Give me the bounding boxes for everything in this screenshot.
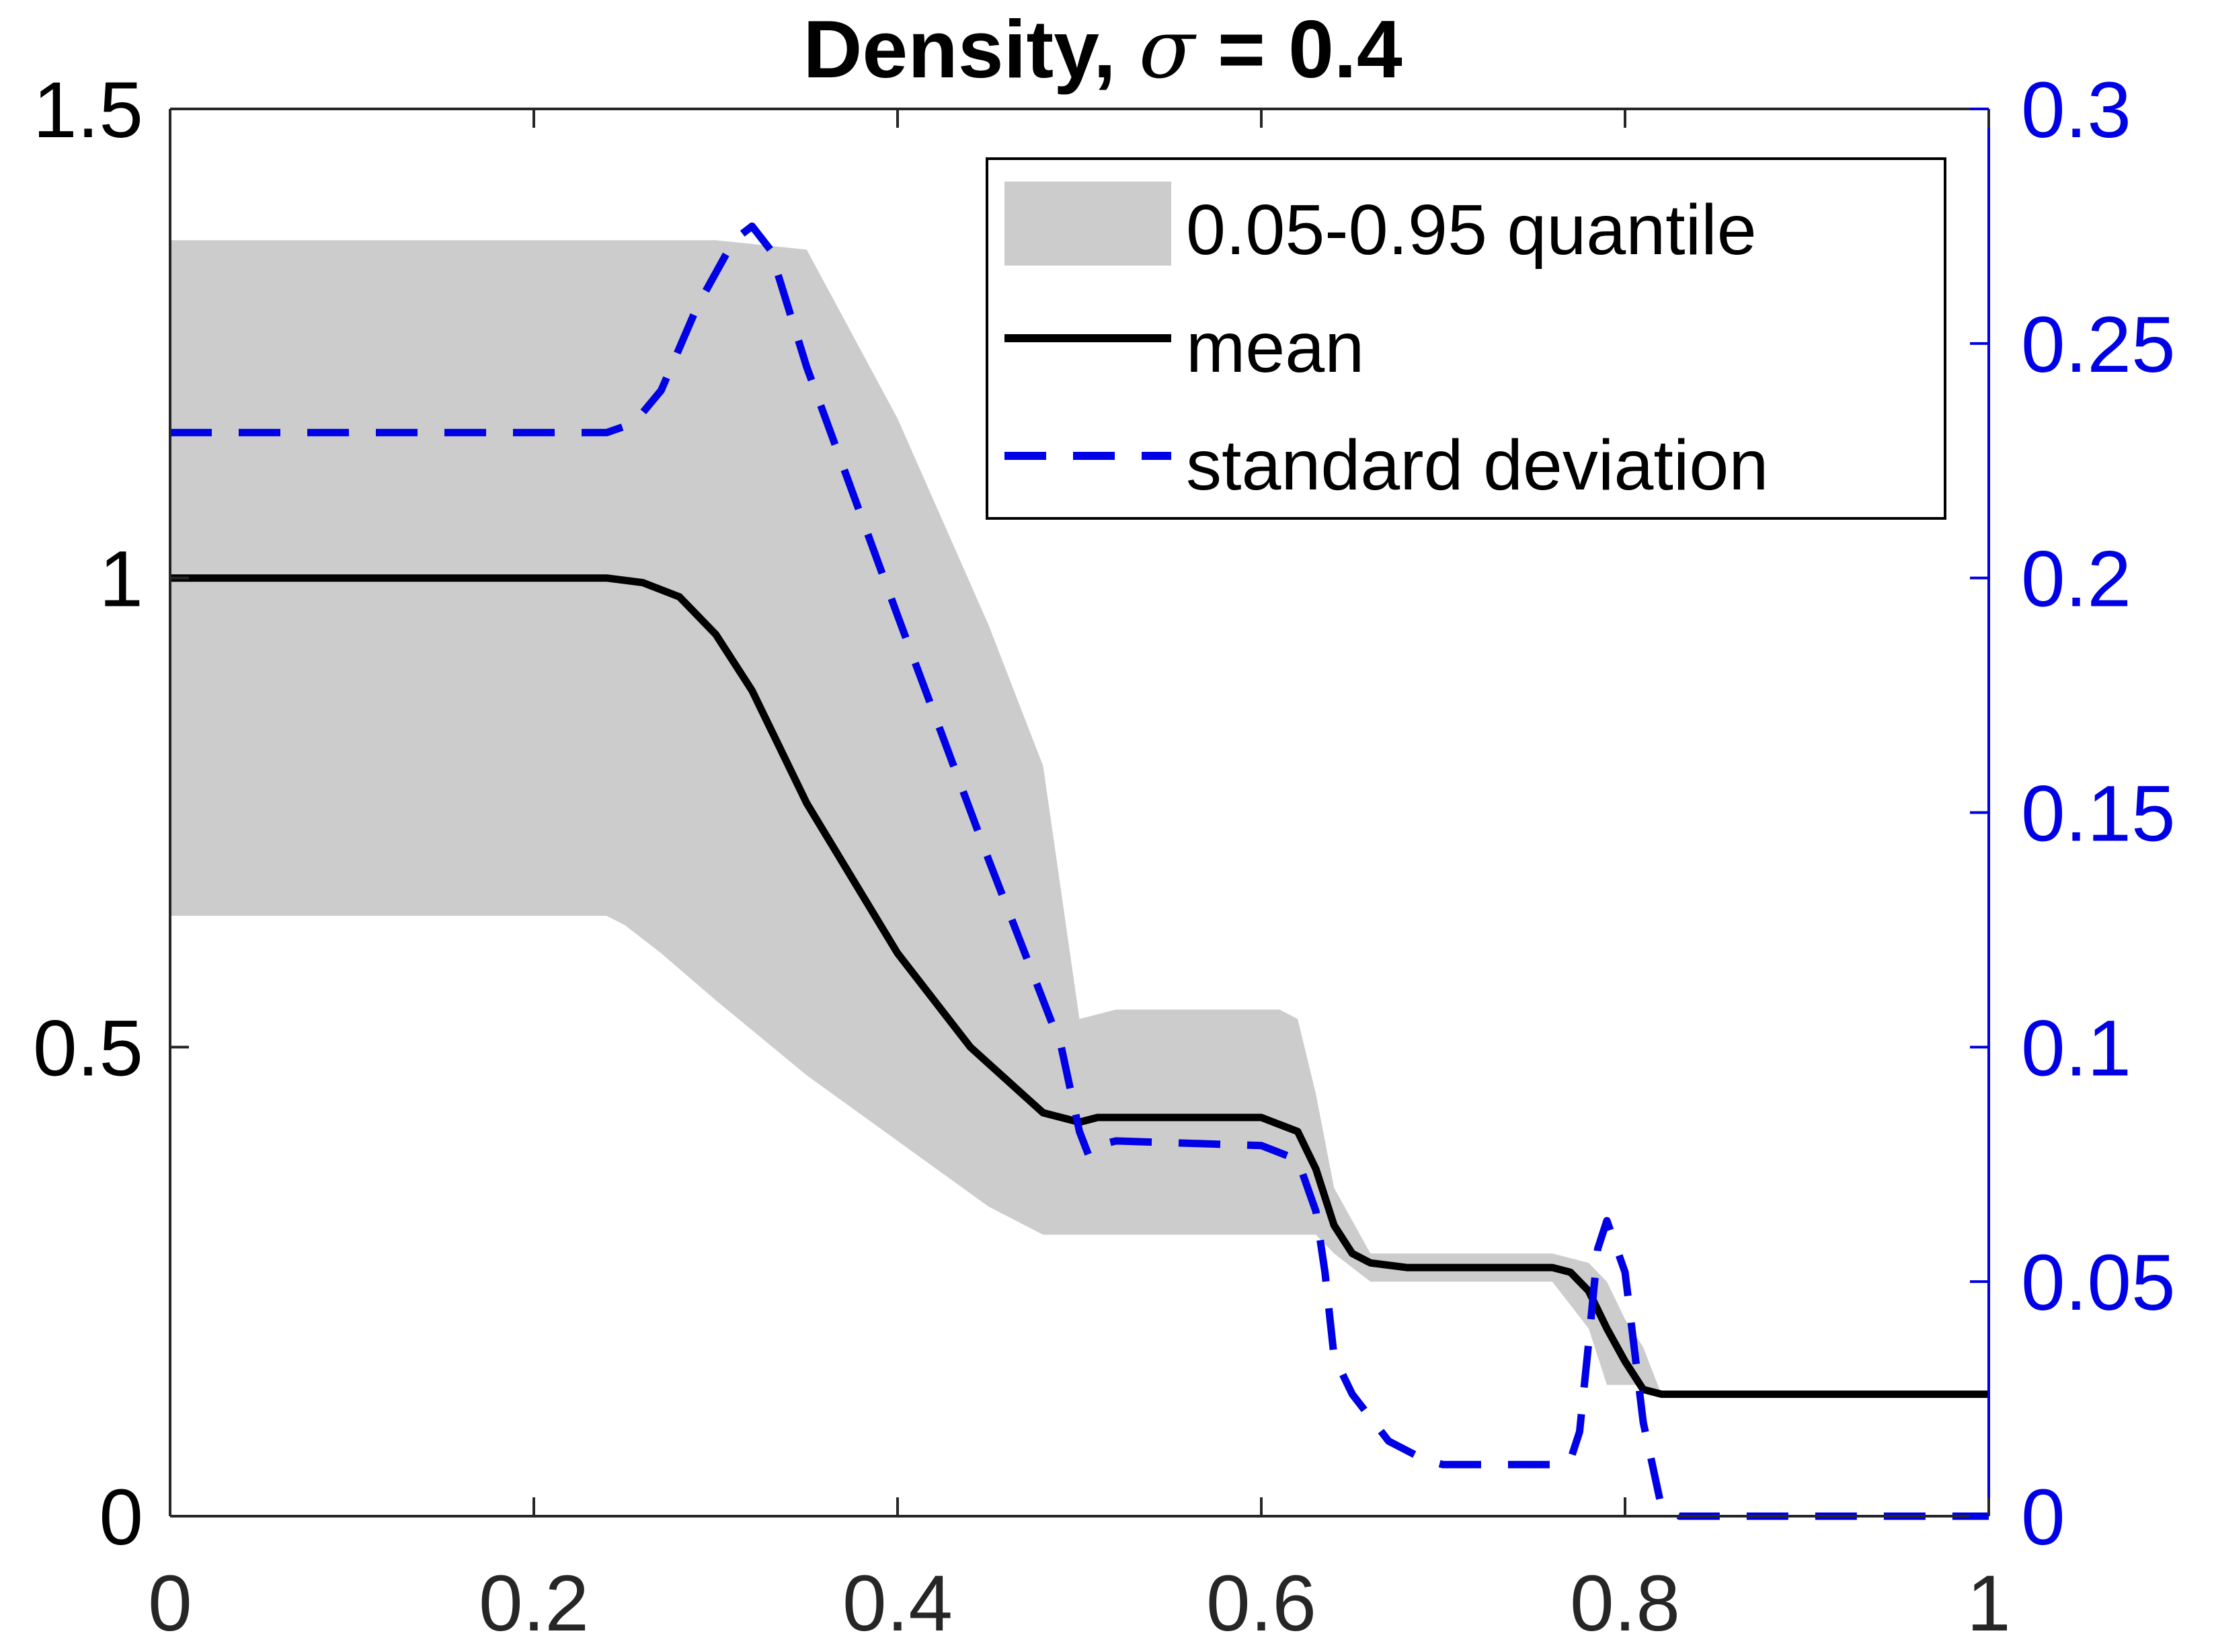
legend-label-mean: mean [1186, 308, 1364, 387]
quantile-band [170, 240, 1989, 1394]
right-tick-label: 0.2 [2021, 535, 2131, 624]
legend-label-std: standard deviation [1186, 426, 1768, 505]
legend-label-quantile: 0.05-0.95 quantile [1186, 190, 1757, 270]
legend: 0.05-0.95 quantile mean standard deviati… [986, 157, 1946, 520]
left-tick-label: 1 [99, 535, 143, 624]
right-tick-label: 0.15 [2021, 770, 2176, 859]
x-tick-label: 1 [1967, 1559, 2011, 1648]
right-tick-label: 0.05 [2021, 1238, 2176, 1327]
left-tick-label: 1.5 [33, 66, 143, 155]
x-tick-label: 0.8 [1570, 1559, 1680, 1648]
legend-swatch-quantile [1004, 182, 1171, 266]
right-tick-label: 0.1 [2021, 1004, 2131, 1093]
plot-area [170, 222, 1989, 1520]
right-tick-label: 0.3 [2021, 66, 2131, 155]
chart-title-suffix: = 0.4 [1195, 3, 1402, 95]
axes: 0 0.2 0.4 0.6 0.8 100.511.500.050.10.150.20.2… [33, 66, 2176, 1648]
left-tick-label: 0 [99, 1473, 143, 1562]
chart-title-prefix: Density, [803, 3, 1138, 95]
std-dev-line [170, 222, 1989, 1520]
chart-title-sigma: σ [1139, 1, 1197, 97]
x-tick-label: 0 [148, 1559, 192, 1648]
x-tick-label: 0.2 [479, 1559, 589, 1648]
right-tick-label: 0.25 [2021, 301, 2176, 389]
left-tick-label: 0.5 [33, 1004, 143, 1093]
right-tick-label: 0 [2021, 1473, 2065, 1562]
chart-title: Density, σ = 0.4 [803, 1, 1402, 97]
x-tick-label: 0.4 [842, 1559, 953, 1648]
x-tick-label: 0.6 [1206, 1559, 1316, 1648]
